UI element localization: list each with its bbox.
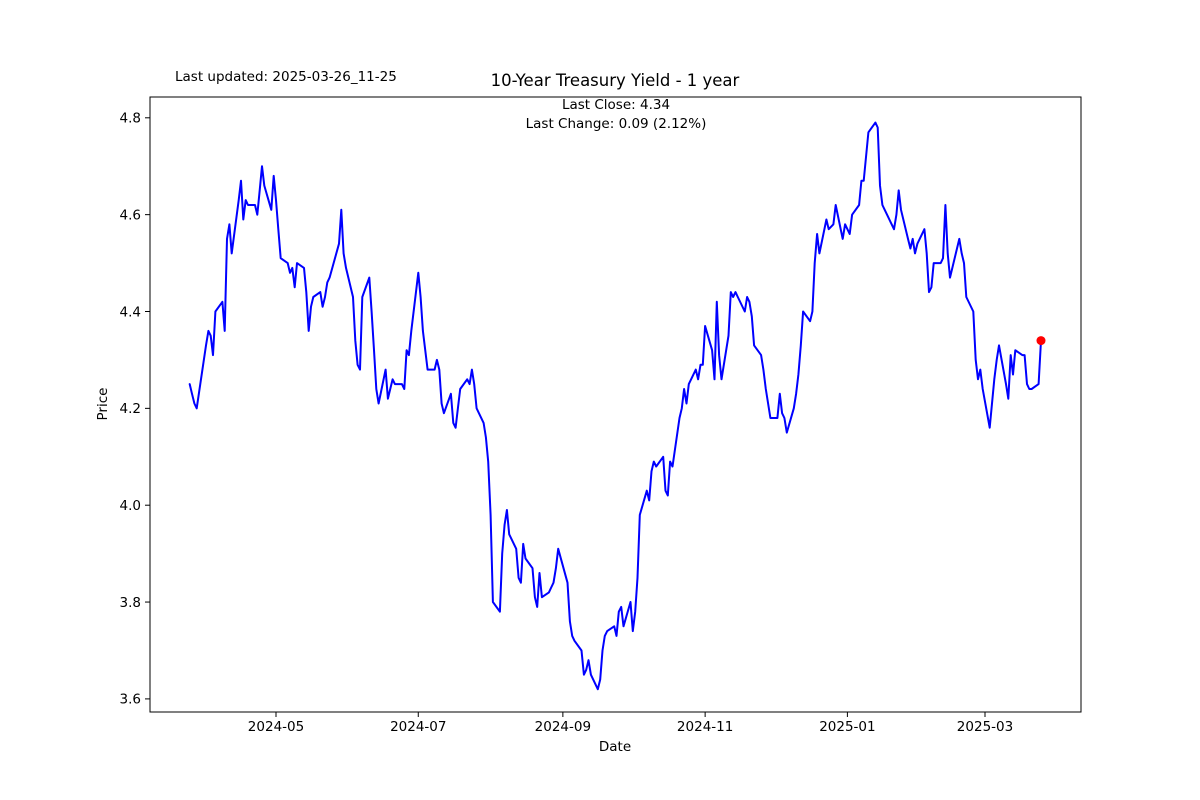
x-axis-label: Date	[598, 739, 632, 755]
x-tick-label: 2024-07	[390, 719, 446, 735]
y-tick-label: 3.6	[120, 692, 141, 708]
y-tick-label: 3.8	[120, 595, 141, 611]
last-change-annotation: Last Change: 0.09 (2.12%)	[525, 116, 707, 132]
last-close-marker	[1036, 336, 1046, 346]
y-tick-label: 4.4	[120, 304, 141, 320]
x-tick-label: 2024-09	[535, 719, 591, 735]
x-tick-label: 2025-03	[957, 719, 1013, 735]
plot-frame	[149, 96, 1082, 713]
last-close-annotation: Last Close: 4.34	[561, 97, 671, 113]
last-updated-text: Last updated: 2025-03-26_11-25	[175, 69, 397, 85]
series-layer	[188, 121, 1046, 691]
axis-ticks: 3.6 3.8 4.0 4.2 4.4 4.6 4.8 2024-05 2024-07 2024-…	[120, 111, 1014, 735]
yield-line	[188, 121, 1042, 691]
y-tick-label: 4.0	[120, 498, 141, 514]
y-tick-label: 4.8	[120, 111, 141, 127]
y-tick-label: 4.2	[120, 401, 141, 417]
x-tick-label: 2024-05	[248, 719, 304, 735]
x-tick-label: 2024-11	[677, 719, 733, 735]
x-tick-label: 2025-01	[819, 719, 875, 735]
chart-title: 10-Year Treasury Yield - 1 year	[490, 71, 740, 90]
y-tick-label: 4.6	[120, 207, 141, 223]
